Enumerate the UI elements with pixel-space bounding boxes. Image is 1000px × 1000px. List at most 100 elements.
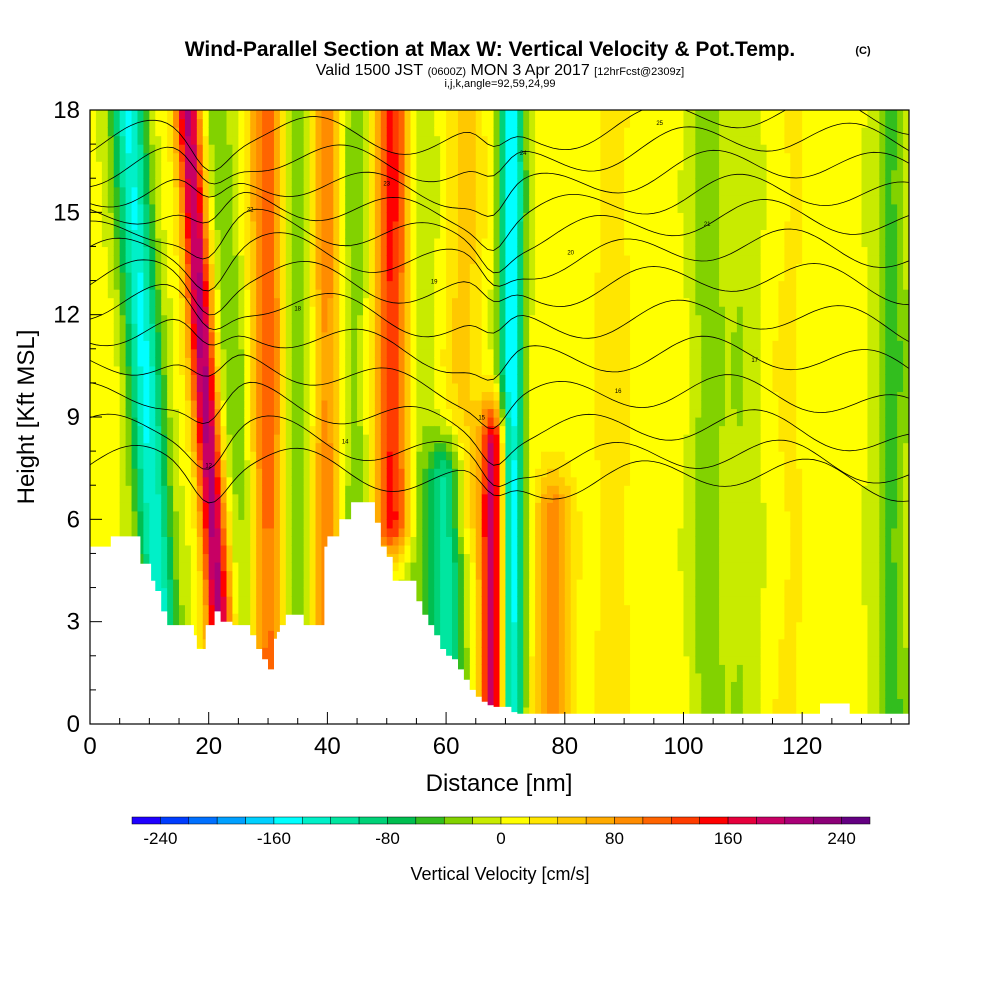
field-cell [273,570,281,580]
field-cell [315,297,323,307]
field-cell [440,272,447,282]
field-cell [392,442,400,452]
field-cell [297,399,305,410]
field-cell [173,110,180,120]
field-cell [143,314,150,324]
field-cell [333,314,340,324]
field-cell [493,579,501,589]
field-cell [357,144,364,154]
field-cell [469,459,477,469]
field-cell [208,382,216,393]
field-cell [339,382,346,393]
field-cell [190,527,198,537]
field-cell [291,579,299,589]
field-cell [309,203,317,213]
field-cell [363,408,370,418]
field-cell [315,212,323,222]
field-cell [291,348,299,358]
field-cell [463,246,471,256]
field-cell [101,399,109,410]
field-cell [196,544,204,555]
field-cell [95,169,103,179]
field-cell [446,212,453,222]
field-cell [232,527,239,537]
field-cell [416,186,423,196]
field-cell [238,459,245,469]
field-cell [119,237,127,248]
field-cell [446,442,453,452]
field-cell [244,451,251,461]
field-cell [256,254,263,265]
field-cell [309,220,317,230]
field-cell [155,272,162,282]
field-cell [279,374,287,384]
field-cell [303,365,311,375]
field-cell [327,391,334,401]
field-cell [398,502,406,512]
field-cell [285,391,293,401]
field-cell [440,604,447,614]
field-cell [184,561,192,572]
field-cell [250,561,257,572]
field-cell [428,408,435,418]
field-cell [357,442,364,452]
field-cell [351,280,358,290]
field-cell [457,630,465,640]
field-cell [327,382,334,393]
field-cell [173,553,180,563]
field-cell [380,263,388,273]
field-cell [125,459,133,469]
field-cell [262,587,269,597]
field-cell [416,152,423,162]
field-cell [214,161,222,171]
field-cell [327,135,334,145]
field-cell [363,417,370,427]
field-cell [345,110,352,120]
field-cell [143,331,150,341]
field-cell [232,118,239,128]
field-cell [190,579,198,589]
field-cell [481,212,489,222]
field-cell [208,527,216,537]
field-cell [333,246,340,256]
field-cell [463,127,471,137]
field-cell [113,186,121,196]
field-cell [297,451,305,461]
field-cell [374,417,382,427]
field-cell [475,672,483,682]
field-cell [262,519,269,529]
field-cell [244,186,251,196]
field-cell [363,306,370,316]
field-cell [315,391,323,401]
field-cell [374,144,382,154]
field-cell [327,272,334,282]
field-cell [161,323,168,333]
field-cell [279,323,287,333]
field-cell [285,434,293,444]
field-cell [220,604,228,614]
field-cell [386,178,394,188]
field-cell [131,408,139,418]
field-cell [315,561,323,572]
field-cell [404,510,412,520]
field-cell [434,297,441,307]
field-cell [244,127,251,137]
field-cell [315,596,323,606]
field-cell [392,289,400,299]
field-cell [95,459,103,469]
field-cell [357,220,364,230]
field-cell [101,135,109,145]
field-cell [481,323,489,333]
field-cell [428,434,435,444]
field-cell [173,118,180,128]
field-cell [256,434,263,444]
field-cell [238,144,245,154]
field-cell [368,135,376,145]
field-cell [95,254,103,265]
field-cell [202,220,210,230]
field-cell [404,144,412,154]
field-cell [452,331,459,341]
field-cell [113,263,121,273]
field-cell [202,135,210,145]
field-cell [232,340,239,350]
